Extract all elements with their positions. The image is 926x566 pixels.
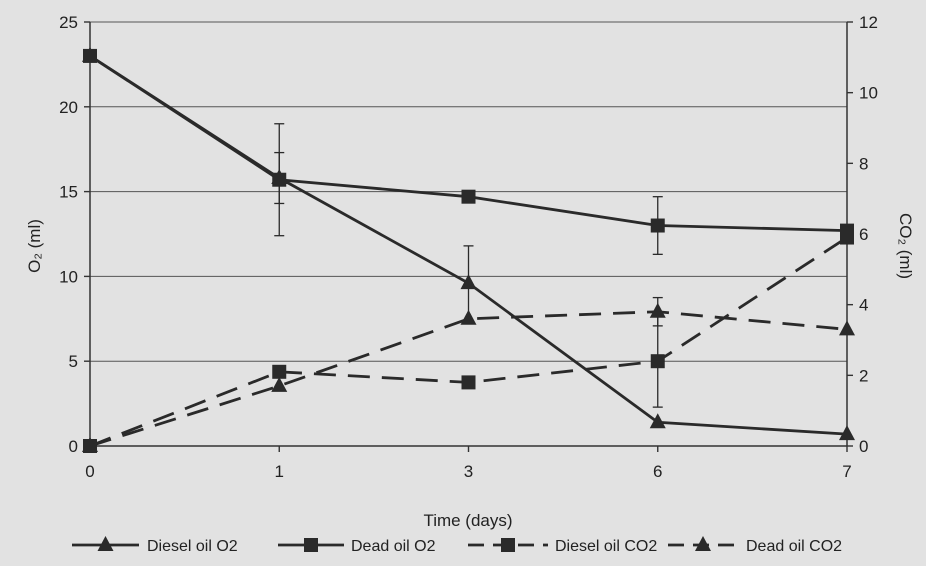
data-point	[83, 48, 97, 63]
y-right-tick-label: 0	[859, 437, 868, 456]
legend-item: Diesel oil CO2	[468, 538, 657, 555]
data-point	[272, 364, 287, 379]
data-point	[840, 230, 854, 245]
y-axis-right-label: CO₂ (ml)	[896, 213, 915, 279]
data-point	[460, 309, 477, 325]
data-point	[271, 376, 288, 392]
y-right-tick-label: 10	[859, 84, 878, 103]
legend-marker	[304, 538, 318, 552]
data-point	[82, 437, 98, 452]
series-line	[89, 54, 848, 233]
data-point	[461, 189, 476, 204]
series-diesel-oil-co2	[83, 230, 854, 453]
y-left-tick-label: 15	[59, 183, 78, 202]
data-point	[839, 425, 855, 441]
y-left-tick-label: 10	[59, 267, 78, 286]
y-left-tick-label: 25	[59, 13, 78, 32]
legend-label: Dead oil O2	[351, 538, 436, 555]
data-point	[460, 274, 477, 290]
x-tick-label: 6	[653, 462, 662, 481]
y-left-tick-label: 20	[59, 98, 78, 117]
y-right-tick-label: 6	[859, 225, 868, 244]
legend-marker	[501, 538, 515, 552]
legend-label: Diesel oil O2	[147, 538, 238, 555]
series-dead-oil-co2	[82, 296, 855, 452]
legend-label: Diesel oil CO2	[555, 538, 657, 555]
series-layer	[82, 46, 855, 453]
data-point	[649, 413, 666, 429]
y-right-tick-label: 8	[859, 154, 868, 173]
y-left-tick-label: 5	[69, 352, 78, 371]
x-tick-label: 0	[85, 462, 94, 481]
x-tick-label: 3	[464, 462, 473, 481]
axes: 0 5 10 15 20 25 0 2 4 6 8 10 12 0 1 3 6 7	[59, 13, 878, 481]
x-axis-label: Time (days)	[423, 511, 512, 530]
data-point	[649, 302, 666, 318]
data-point	[839, 320, 855, 336]
series-line	[89, 310, 848, 448]
data-point	[650, 218, 665, 233]
legend: Diesel oil O2 Dead oil O2 Diesel oil CO2 De…	[72, 536, 842, 555]
x-tick-label: 1	[275, 462, 284, 481]
y-right-tick-label: 2	[859, 366, 868, 385]
y-right-tick-label: 12	[859, 13, 878, 32]
legend-marker	[97, 536, 114, 551]
y-axis-left-label: O₂ (ml)	[25, 219, 44, 273]
y-left-tick-label: 0	[69, 437, 78, 456]
legend-marker	[695, 536, 711, 551]
data-point	[650, 354, 665, 369]
legend-item: Dead oil O2	[278, 538, 436, 555]
data-point	[272, 172, 287, 187]
legend-item: Dead oil CO2	[668, 536, 842, 555]
legend-label: Dead oil CO2	[746, 538, 842, 555]
legend-item: Diesel oil O2	[72, 536, 238, 555]
data-point	[461, 375, 476, 390]
x-tick-label: 7	[842, 462, 851, 481]
y-right-tick-label: 4	[859, 296, 868, 315]
series-dead-oil-o2	[83, 48, 854, 256]
